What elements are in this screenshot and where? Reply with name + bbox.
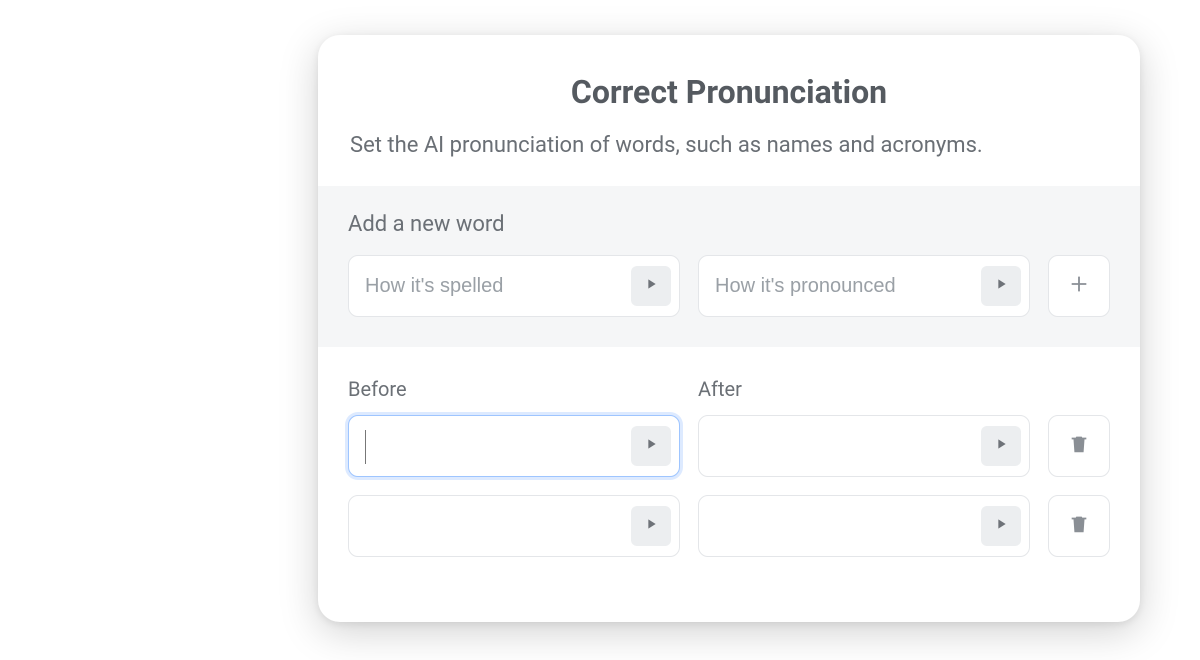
after-field[interactable] <box>698 415 1030 477</box>
delete-button[interactable] <box>1048 495 1110 557</box>
add-word-row <box>348 255 1110 317</box>
add-word-section: Add a new word <box>318 186 1140 347</box>
after-header: After <box>698 377 1030 401</box>
add-button[interactable] <box>1048 255 1110 317</box>
column-headers: Before After <box>348 377 1110 401</box>
trash-icon <box>1068 433 1090 459</box>
play-spelled-button[interactable] <box>631 266 671 306</box>
play-after-button[interactable] <box>981 426 1021 466</box>
before-header: Before <box>348 377 680 401</box>
play-after-button[interactable] <box>981 506 1021 546</box>
pronunciation-dialog: Correct Pronunciation Set the AI pronunc… <box>318 35 1140 622</box>
add-word-label: Add a new word <box>348 212 1110 237</box>
spelled-input[interactable] <box>365 256 631 316</box>
dialog-header: Correct Pronunciation Set the AI pronunc… <box>318 35 1140 186</box>
play-icon <box>643 516 659 536</box>
play-icon <box>993 276 1009 296</box>
word-list-section: Before After <box>318 347 1140 557</box>
after-field[interactable] <box>698 495 1030 557</box>
text-cursor <box>365 430 366 464</box>
spelled-field[interactable] <box>348 255 680 317</box>
pronounced-input[interactable] <box>715 256 981 316</box>
plus-icon <box>1068 273 1090 299</box>
play-pronounced-button[interactable] <box>981 266 1021 306</box>
play-icon <box>993 516 1009 536</box>
play-before-button[interactable] <box>631 506 671 546</box>
play-icon <box>643 436 659 456</box>
delete-button[interactable] <box>1048 415 1110 477</box>
before-input[interactable] <box>365 416 631 476</box>
trash-icon <box>1068 513 1090 539</box>
after-input[interactable] <box>715 416 981 476</box>
before-field[interactable] <box>348 495 680 557</box>
play-before-button[interactable] <box>631 426 671 466</box>
after-input[interactable] <box>715 496 981 556</box>
play-icon <box>643 276 659 296</box>
word-row <box>348 415 1110 477</box>
before-input[interactable] <box>365 496 631 556</box>
dialog-subtitle: Set the AI pronunciation of words, such … <box>348 133 1110 158</box>
before-field[interactable] <box>348 415 680 477</box>
word-row <box>348 495 1110 557</box>
play-icon <box>993 436 1009 456</box>
dialog-title: Correct Pronunciation <box>348 73 1110 111</box>
pronounced-field[interactable] <box>698 255 1030 317</box>
